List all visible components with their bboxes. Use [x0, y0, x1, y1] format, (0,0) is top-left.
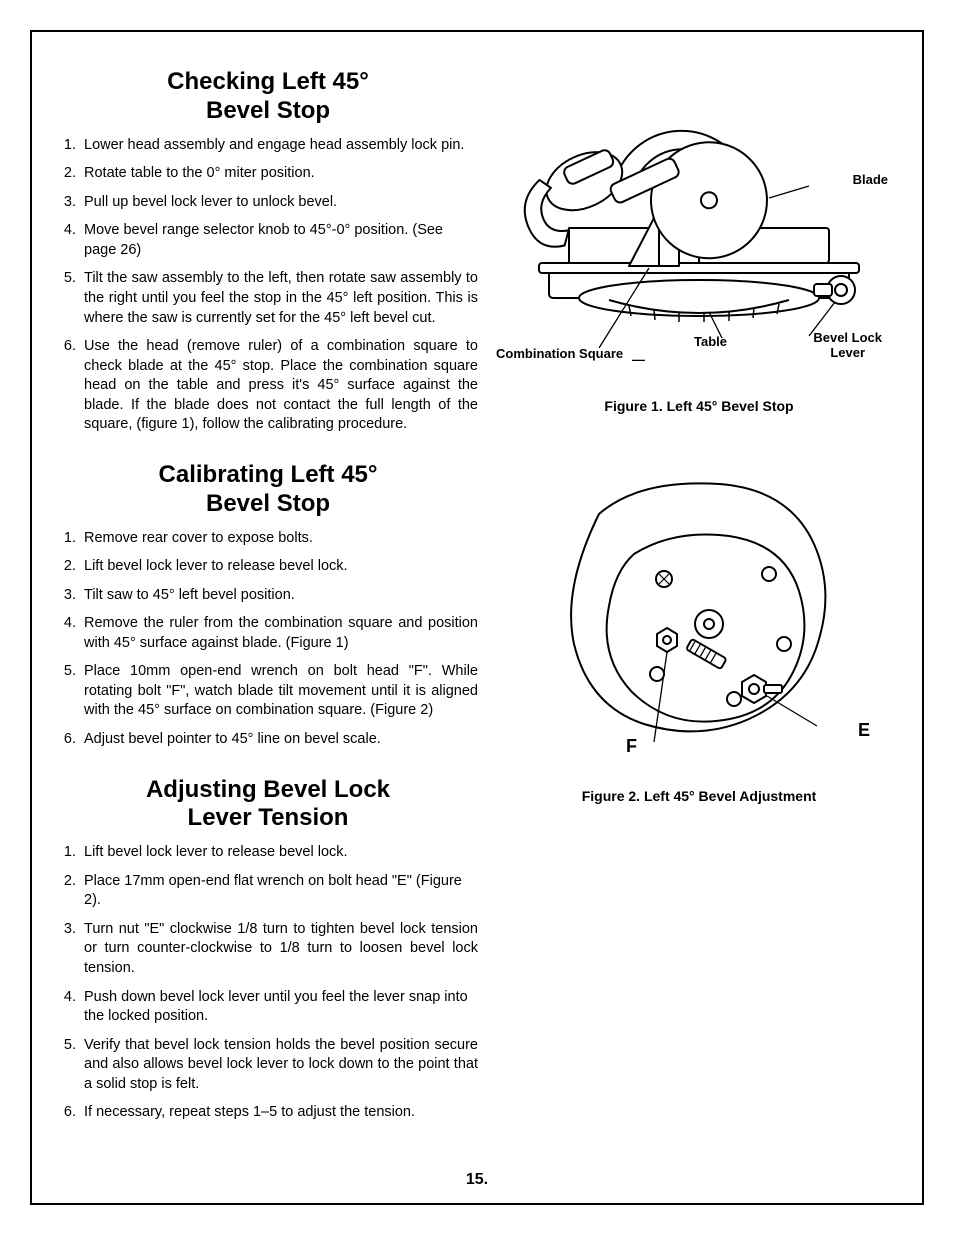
step-item: Pull up bevel lock lever to unlock bevel…	[80, 193, 478, 213]
steps-checking: Lower head assembly and engage head asse…	[80, 136, 478, 435]
step-item: Lift bevel lock lever to release bevel l…	[80, 557, 478, 577]
figure-2: F E Figure 2. Left 45° Bevel Adjustment	[502, 474, 896, 804]
step-item: Turn nut "E" clockwise 1/8 turn to tight…	[80, 920, 478, 979]
label-table: Table	[694, 334, 727, 349]
figure-1: Blade Table Bevel LockLever Combination …	[502, 68, 896, 414]
step-item: Use the head (remove ruler) of a combina…	[80, 337, 478, 435]
steps-adjusting: Lift bevel lock lever to release bevel l…	[80, 843, 478, 1123]
step-item: Place 10mm open-end wrench on bolt head …	[80, 662, 478, 721]
label-bevel-lock-lever: Bevel LockLever	[813, 330, 882, 360]
section-title-calibrating: Calibrating Left 45°Bevel Stop	[58, 461, 478, 519]
bevel-adjustment-illustration	[539, 474, 859, 774]
step-item: Tilt the saw assembly to the left, then …	[80, 269, 478, 328]
step-item: Lift bevel lock lever to release bevel l…	[80, 843, 478, 863]
section-checking: Checking Left 45°Bevel Stop Lower head a…	[58, 68, 478, 435]
section-title-checking: Checking Left 45°Bevel Stop	[58, 68, 478, 126]
step-item: Move bevel range selector knob to 45°-0°…	[80, 221, 478, 260]
miter-saw-illustration	[509, 68, 889, 368]
step-item: Push down bevel lock lever until you fee…	[80, 988, 478, 1027]
right-column: Blade Table Bevel LockLever Combination …	[502, 62, 896, 1183]
step-item: Remove the ruler from the combination sq…	[80, 614, 478, 653]
steps-calibrating: Remove rear cover to expose bolts. Lift …	[80, 529, 478, 750]
step-item: Verify that bevel lock tension holds the…	[80, 1036, 478, 1095]
step-item: Remove rear cover to expose bolts.	[80, 529, 478, 549]
step-item: Adjust bevel pointer to 45° line on beve…	[80, 730, 478, 750]
title-line: Checking Left 45°Bevel Stop	[167, 68, 369, 124]
figure-2-caption: Figure 2. Left 45° Bevel Adjustment	[502, 788, 896, 804]
step-item: Rotate table to the 0° miter position.	[80, 164, 478, 184]
label-combination-square: Combination Square	[496, 346, 623, 361]
page-number: 15.	[32, 1171, 922, 1189]
label-blade: Blade	[853, 172, 888, 187]
left-column: Checking Left 45°Bevel Stop Lower head a…	[58, 62, 478, 1183]
step-item: Lower head assembly and engage head asse…	[80, 136, 478, 156]
step-item: Tilt saw to 45° left bevel position.	[80, 586, 478, 606]
title-line: Adjusting Bevel LockLever Tension	[146, 776, 390, 832]
page-frame: Checking Left 45°Bevel Stop Lower head a…	[30, 30, 924, 1205]
title-line: Calibrating Left 45°Bevel Stop	[159, 461, 378, 517]
section-adjusting: Adjusting Bevel LockLever Tension Lift b…	[58, 776, 478, 1123]
step-item: If necessary, repeat steps 1–5 to adjust…	[80, 1103, 478, 1123]
label-e: E	[858, 720, 870, 741]
label-f: F	[626, 736, 637, 757]
section-calibrating: Calibrating Left 45°Bevel Stop Remove re…	[58, 461, 478, 750]
two-column-layout: Checking Left 45°Bevel Stop Lower head a…	[58, 62, 896, 1183]
section-title-adjusting: Adjusting Bevel LockLever Tension	[58, 776, 478, 834]
figure-1-caption: Figure 1. Left 45° Bevel Stop	[502, 398, 896, 414]
step-item: Place 17mm open-end flat wrench on bolt …	[80, 872, 478, 911]
